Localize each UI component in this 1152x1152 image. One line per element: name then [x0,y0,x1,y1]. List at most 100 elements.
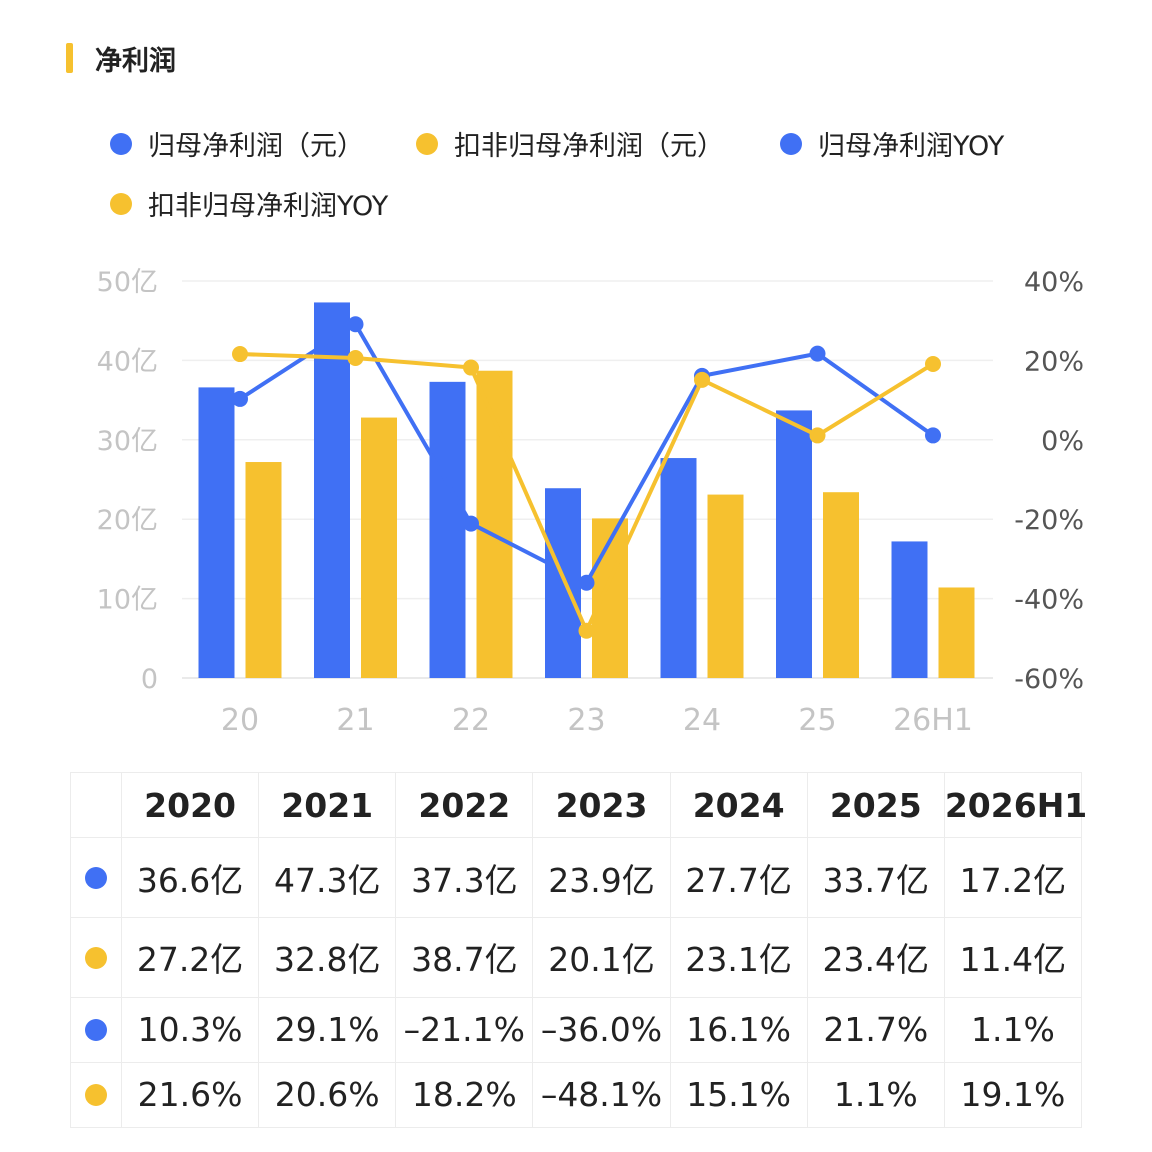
table-cell: 10.3% [120,996,260,1063]
legend-dot-icon [416,132,438,155]
table-header-cell: 2025 [806,771,945,839]
table-cell: 16.1% [669,996,808,1063]
net-profit-yoy-point [232,390,248,407]
net-profit-yoy-point [463,515,479,532]
table-cell: 17.2亿 [943,837,1083,918]
y-left-tick-label: 50亿 [97,267,158,298]
deducted-net-profit-yoy-point [578,622,595,639]
table-row: 21.6% 20.6% 18.2% –48.1% 15.1% 1.1% 19.1… [70,1061,1083,1129]
table-cell: 15.1% [669,1061,808,1129]
y-right-tick-label: -40% [1014,585,1084,616]
legend-dot-icon [780,132,802,155]
legend-item-net-profit-yoy[interactable]: 归母净利润YOY [780,124,1004,163]
blue-dot-icon [85,867,107,890]
legend-dot-icon [110,132,132,155]
section-header: 净利润 [66,40,176,77]
table-cell: 20.6% [258,1061,397,1129]
table-cell: 19.1% [943,1061,1083,1129]
x-tick-label: 25 [798,703,836,738]
table-cell: 18.2% [395,1061,534,1129]
legend-item-net-profit[interactable]: 归母净利润（元） [110,124,364,163]
deducted-net-profit-yoy-point [232,346,248,363]
y-left-tick-label: 20亿 [97,505,158,536]
table-cell: 36.6亿 [120,837,260,918]
blue-dot-icon [85,1019,107,1042]
table-cell: 21.6% [120,1061,260,1129]
deducted-net-profit-yoy-point [925,355,941,372]
net-profit-yoy-point [809,345,826,362]
y-right-tick-label: 20% [1024,346,1084,377]
legend-item-deducted-net-profit-yoy[interactable]: 扣非归母净利润YOY [110,184,388,223]
net-profit-bar [660,458,697,678]
title-accent-bar [66,43,73,73]
deducted-net-profit-bar [361,417,397,678]
x-tick-label: 26H1 [893,703,973,738]
net-profit-yoy-point [347,316,364,333]
table-cell: 27.2亿 [120,916,260,998]
table-corner-cell [70,771,122,839]
y-right-tick-label: -20% [1014,505,1084,536]
table-cell: 1.1% [943,996,1083,1063]
legend-label: 扣非归母净利润YOY [148,191,389,222]
net-profit-yoy-point [578,574,595,591]
net-profit-yoy-point [925,427,941,444]
legend-label: 扣非归母净利润（元） [454,131,724,162]
table-header-cell: 2024 [669,771,808,839]
table-header-cell: 2022 [395,771,534,839]
y-left-tick-label: 30亿 [97,426,158,457]
x-tick-label: 22 [452,703,490,738]
table-cell: 23.9亿 [532,837,671,918]
net-profit-bar [429,381,466,678]
deducted-net-profit-yoy-point [694,371,710,388]
table-header-cell: 2023 [532,771,671,839]
deducted-net-profit-bar [823,492,859,678]
table-row: 10.3% 29.1% –21.1% –36.0% 16.1% 21.7% 1.… [70,996,1083,1063]
table-cell: –48.1% [532,1061,671,1129]
table-cell: 27.7亿 [669,837,808,918]
table-cell: 20.1亿 [532,916,671,998]
deducted-net-profit-bar [592,518,628,678]
table-cell: –21.1% [395,996,534,1063]
deducted-net-profit-yoy-point [347,350,364,367]
x-tick-label: 24 [683,703,721,738]
y-left-tick-label: 0 [141,664,158,695]
deducted-net-profit-yoy-point [809,427,826,444]
table-cell: 32.8亿 [258,916,397,998]
row-indicator [70,837,122,918]
table-cell: 21.7% [806,996,945,1063]
legend-label: 归母净利润（元） [148,131,364,162]
net-profit-bar [314,302,350,678]
table-row: 36.6亿 47.3亿 37.3亿 23.9亿 27.7亿 33.7亿 17.2… [70,837,1083,918]
table-cell: 1.1% [806,1061,945,1129]
deducted-net-profit-bar [938,587,975,678]
legend-dot-icon [110,192,132,215]
yellow-dot-icon [85,946,107,969]
y-right-tick-label: 0% [1041,426,1084,457]
table-header-cell: 2026H1 [943,771,1087,839]
x-tick-label: 21 [336,703,374,738]
net-profit-bar [891,541,928,678]
x-tick-label: 23 [567,703,605,738]
deducted-net-profit-yoy-point [463,359,479,376]
net-profit-chart: 0 10亿 20亿 30亿 40亿 50亿 -60% -40% -20% 0% 20% 40% 20 21… [97,267,1084,738]
table-cell: 37.3亿 [395,837,534,918]
table-cell: 47.3亿 [258,837,397,918]
net-profit-bar [198,387,235,678]
row-indicator [70,996,122,1063]
legend-item-deducted-net-profit[interactable]: 扣非归母净利润（元） [416,124,724,163]
deducted-net-profit-bar [707,494,744,678]
deducted-net-profit-bar [245,462,282,678]
row-indicator [70,1061,122,1129]
table-cell: 23.1亿 [669,916,808,998]
table-row: 27.2亿 32.8亿 38.7亿 20.1亿 23.1亿 23.4亿 11.4… [70,916,1083,998]
legend-label: 归母净利润YOY [818,131,1005,162]
table-cell: 29.1% [258,996,397,1063]
y-left-tick-label: 40亿 [97,346,158,377]
net-profit-bar [545,488,581,678]
table-cell: –36.0% [532,996,671,1063]
yellow-dot-icon [85,1084,107,1107]
table-cell: 33.7亿 [806,837,945,918]
table-header-cell: 2021 [258,771,397,839]
page-title: 净利润 [95,45,176,77]
y-right-tick-label: 40% [1024,267,1084,298]
